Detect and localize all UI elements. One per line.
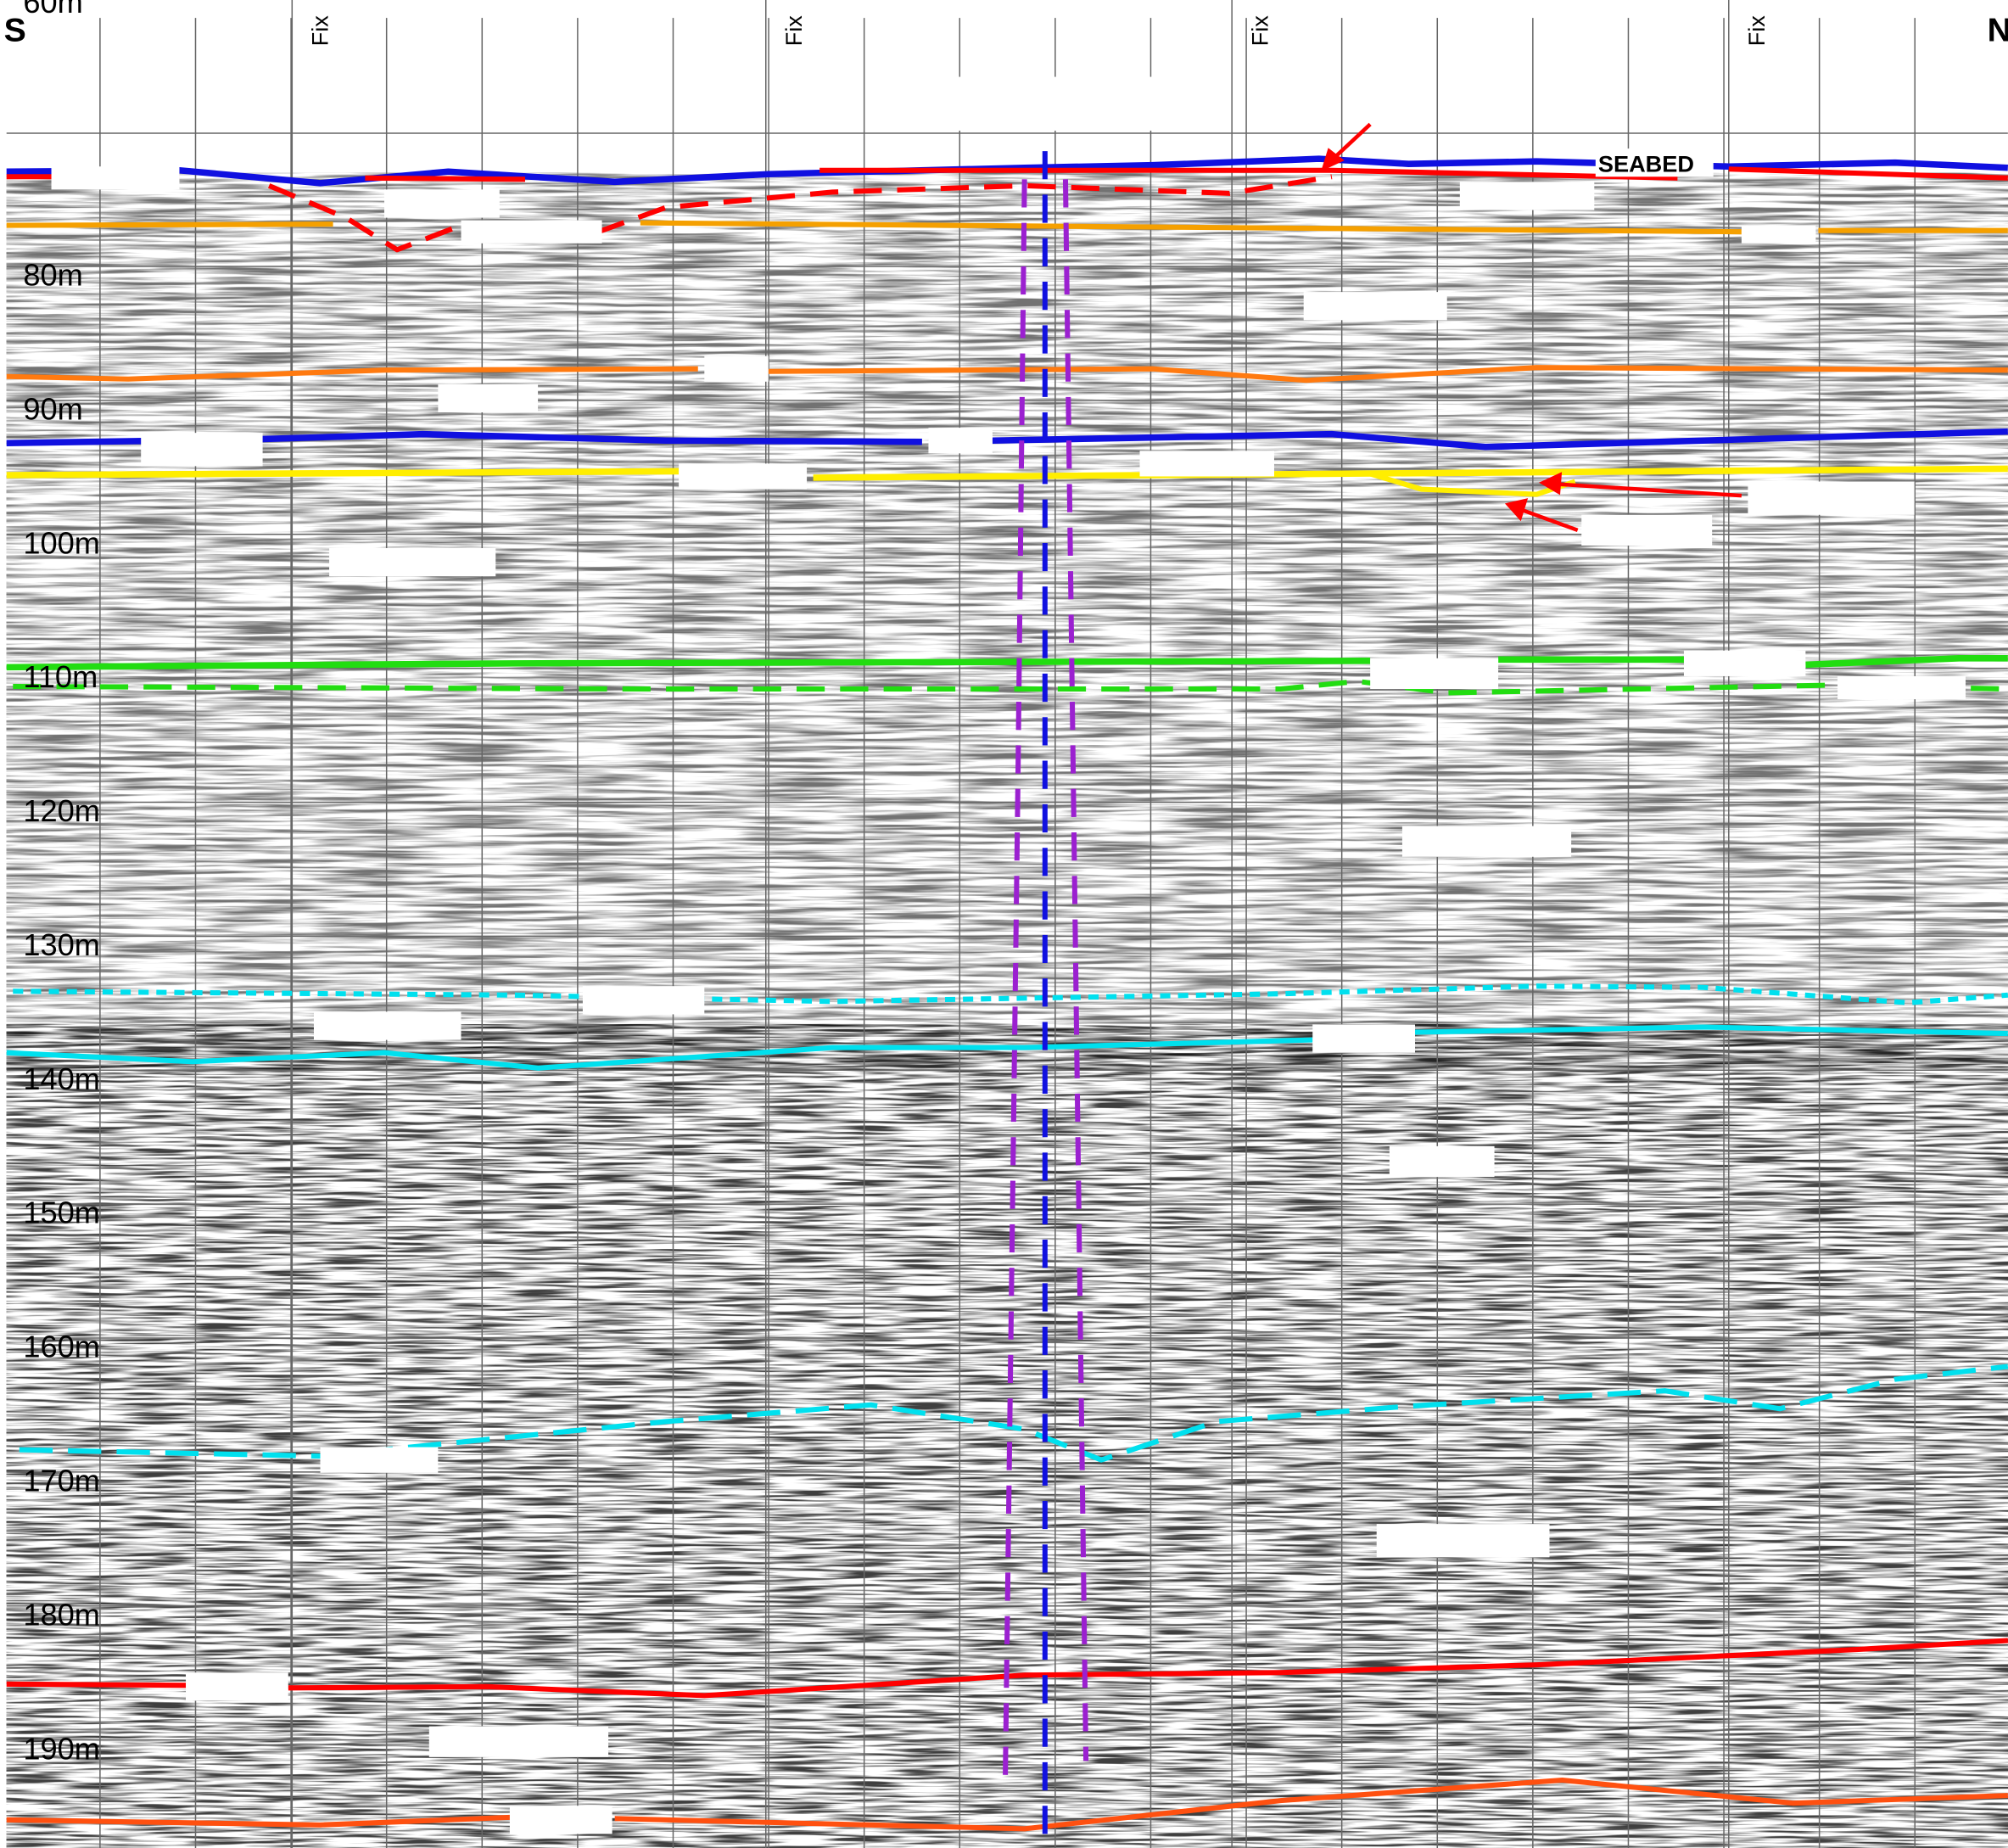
depth-label: 140m [23,1061,100,1096]
seismic-texture [6,172,2008,1070]
depth-label: 190m [23,1731,100,1766]
depth-label: 120m [23,793,100,828]
horizon-orange-deep [6,1777,2008,1832]
horizon-yellow [6,465,2008,481]
depth-label: 80m [23,258,82,293]
end-label: N [1988,11,2008,48]
horizon-green [6,655,2008,671]
start-label: S [4,11,26,48]
depth-label: 60m [23,0,82,20]
fix-label: Fix [1743,15,1770,47]
grid [6,0,2008,1848]
depth-label: 110m [23,659,98,694]
horizon-red-deep [6,1638,2008,1699]
well-envelope [1002,179,1027,1781]
well-envelope [1062,179,1089,1761]
horizon-orange [6,220,2008,235]
depth-label: 100m [23,525,100,560]
seabed-label: SEABED [1598,150,1694,176]
depth-label: 170m [23,1463,100,1498]
redactions [51,76,1966,1834]
fix-label: Fix [1246,15,1272,47]
depth-label: 90m [23,391,82,426]
annotation-arrows [1321,122,1742,533]
depth-label: 150m [23,1196,100,1230]
fix-label: Fix [780,15,807,47]
depth-label: 160m [23,1330,100,1364]
horizon-red-dashed [267,174,1333,253]
depth-label: 180m [23,1597,100,1632]
depth-label: 130m [23,927,100,962]
horizon-green-dashed [13,678,2008,696]
horizon-cyan [6,1024,2008,1071]
seabed-label-bg [1595,148,1714,177]
horizon-cyan-dashed [19,1364,2008,1463]
fix-label: Fix [307,15,333,47]
